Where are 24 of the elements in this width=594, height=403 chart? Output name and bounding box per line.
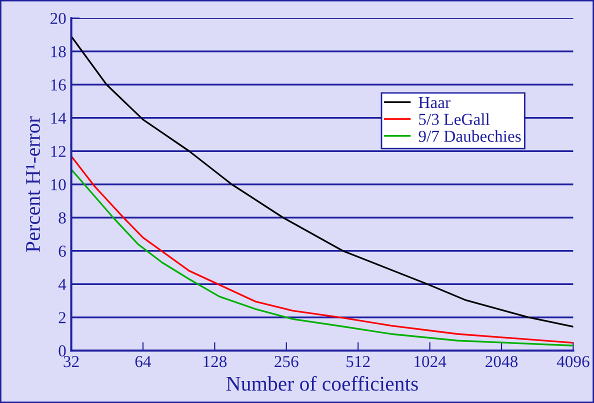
y-tick-label: 6 [58,246,66,257]
x-tick-label: 64 [135,356,152,368]
y-axis-title: Percent H¹-error [26,116,40,252]
x-tick-label: 4096 [556,356,590,368]
legend-label: Haar [418,97,450,108]
y-tick-label: 10 [51,179,66,190]
y-tick-label: 4 [58,278,66,290]
x-tick-label: 1024 [414,356,446,368]
y-tick-label: 12 [51,146,66,157]
legend-label: 5/3 LeGall [419,113,490,126]
x-tick-label: 128 [204,356,227,368]
legend-label: 9/7 Daubechies [418,130,521,142]
x-tick-label: 32 [64,356,79,368]
x-tick-label: 2048 [486,356,518,368]
y-tick-label: 14 [51,112,66,124]
x-tick-label: 256 [274,356,298,368]
y-tick-label: 0 [58,345,66,357]
y-tick-label: 2 [58,312,66,324]
x-axis-title: Number of coefficients [226,376,418,391]
y-tick-label: 18 [51,46,66,58]
y-tick-label: 8 [58,212,66,224]
y-tick-label: 20 [50,12,66,24]
x-tick-label: 512 [346,356,370,368]
y-tick-label: 16 [51,79,66,91]
